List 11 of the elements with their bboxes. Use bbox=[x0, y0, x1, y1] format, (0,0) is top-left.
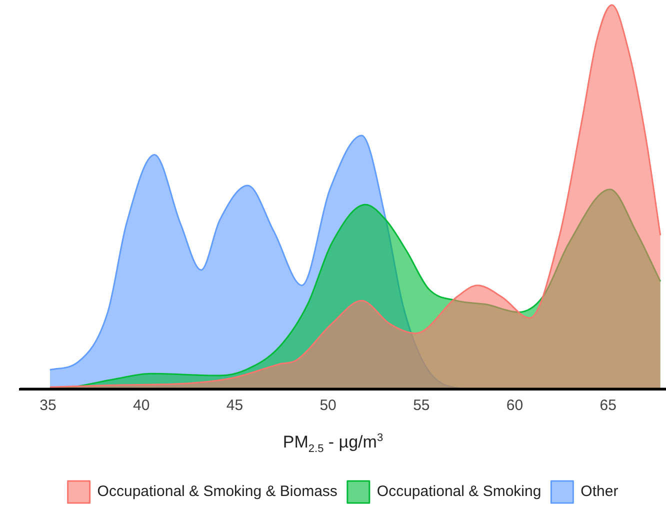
legend-label: Occupational & Smoking bbox=[376, 483, 542, 500]
x-tick-label: 60 bbox=[506, 397, 524, 414]
x-axis-title: PM$_{2.5}$ - µg/m$^{3}$ bbox=[282, 432, 384, 456]
x-tick-label: 50 bbox=[320, 397, 336, 414]
legend-label: Occupational & Smoking & Biomass bbox=[97, 483, 338, 500]
x-tick-label: 55 bbox=[413, 397, 430, 414]
x-tick-label: 40 bbox=[133, 397, 150, 414]
x-tick-label: 35 bbox=[40, 397, 56, 414]
x-tick-label: 45 bbox=[226, 397, 244, 414]
x-tick-label: 65 bbox=[600, 397, 616, 414]
legend-label: Other bbox=[580, 483, 618, 500]
